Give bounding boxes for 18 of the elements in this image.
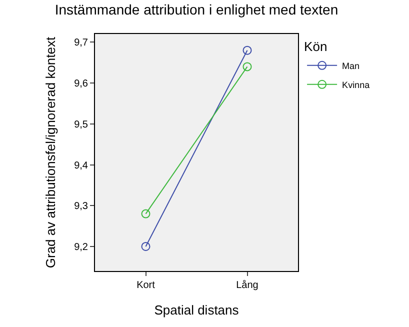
chart-title: Instämmande attribution i enlighet med texten xyxy=(54,2,338,18)
point xyxy=(242,62,252,72)
point xyxy=(141,242,150,251)
y-tick-label: 9,5 xyxy=(74,119,88,130)
y-tick-label: 9,7 xyxy=(74,38,88,49)
point xyxy=(242,46,252,55)
x-axis-title: Spatial distans xyxy=(154,302,240,318)
y-tick-label: 9,6 xyxy=(74,78,88,90)
legend-label: Kvinna xyxy=(342,80,370,90)
legend-label: Man xyxy=(342,60,360,71)
point xyxy=(141,209,150,218)
y-tick-label: 9,2 xyxy=(74,242,88,253)
y-tick-label: 9,4 xyxy=(74,160,88,172)
y-tick-label: 9,3 xyxy=(74,201,88,212)
x-tick-label: Kort xyxy=(136,280,156,291)
x-tick-label: Lång xyxy=(236,279,258,291)
legend-title: Kön xyxy=(304,38,328,54)
y-axis-title: Grad av attributionsfel/ignorerad kontext xyxy=(43,36,58,268)
